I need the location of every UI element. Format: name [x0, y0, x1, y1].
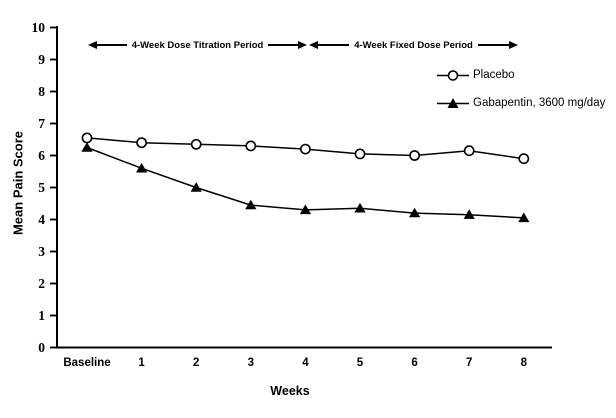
legend-label-placebo: Placebo: [473, 69, 515, 81]
placebo-data-point: [190, 138, 202, 150]
placebo-data-point: [463, 145, 475, 157]
x-tick-label: 6: [411, 357, 417, 369]
arrow-line: [477, 44, 509, 46]
x-axis-title: Weeks: [270, 384, 310, 398]
arrow-line: [268, 44, 299, 46]
y-tick-label: 0: [38, 340, 45, 355]
gabapentin-data-point: [518, 212, 530, 223]
titration-period-annotation: 4-Week Dose Titration Period: [88, 39, 308, 51]
placebo-data-point: [245, 140, 257, 152]
x-tick-label: 1: [138, 357, 145, 369]
y-tick-label: 2: [38, 276, 45, 291]
x-tick-label: 7: [466, 357, 472, 369]
fixed-dose-period-annotation: 4-Week Fixed Dose Period: [309, 39, 518, 51]
y-tick-label: 6: [38, 148, 45, 163]
placebo-marker-icon: [437, 69, 469, 81]
gabapentin-data-point: [354, 202, 366, 213]
y-tick-label: 1: [38, 308, 45, 323]
right-arrowhead-icon: [298, 41, 308, 49]
legend-label-gabapentin: Gabapentin, 3600 mg/day: [473, 97, 606, 109]
titration-period-label: 4-Week Dose Titration Period: [131, 39, 264, 51]
y-tick-label: 7: [38, 116, 45, 131]
gabapentin-marker-icon: [437, 97, 469, 108]
left-arrowhead-icon: [88, 41, 97, 49]
x-tick-label: 4: [302, 357, 309, 369]
x-tick-label: 3: [248, 357, 254, 369]
y-axis-title: Mean Pain Score: [10, 130, 26, 236]
gabapentin-data-point: [81, 142, 93, 152]
gabapentin-data-point: [245, 199, 257, 210]
placebo-data-point: [299, 143, 311, 155]
arrow-line: [97, 44, 127, 46]
legend-entry-gabapentin: Gabapentin, 3600 mg/day: [437, 96, 605, 110]
gabapentin-data-point: [463, 209, 475, 219]
placebo-data-point: [354, 148, 366, 160]
x-tick-label: Baseline: [63, 357, 110, 369]
y-tick-label: 8: [38, 84, 45, 99]
placebo-data-point: [409, 150, 420, 161]
y-tick-label: 5: [38, 180, 45, 195]
gabapentin-data-point: [409, 207, 421, 218]
y-tick-label: 3: [38, 244, 45, 259]
y-tick-label: 4: [38, 212, 45, 227]
gabapentin-data-point: [299, 204, 311, 215]
gabapentin-data-point: [190, 182, 202, 192]
y-tick-label: 9: [38, 52, 45, 67]
y-tick-label: 10: [32, 20, 46, 35]
gabapentin-data-point: [136, 162, 148, 173]
x-tick-label: 2: [193, 357, 199, 369]
placebo-data-point: [136, 137, 147, 149]
placebo-data-point: [518, 153, 530, 165]
legend-entry-placebo: Placebo: [437, 68, 605, 82]
fixed-dose-period-label: 4-Week Fixed Dose Period: [354, 39, 473, 51]
x-tick-label: 8: [521, 357, 528, 369]
legend: Placebo Gabapentin, 3600 mg/day: [437, 68, 605, 110]
placebo-data-point: [81, 132, 93, 144]
arrow-line: [318, 44, 350, 46]
x-tick-label: 5: [357, 357, 364, 369]
left-arrowhead-icon: [309, 41, 318, 49]
right-arrowhead-icon: [509, 41, 518, 49]
